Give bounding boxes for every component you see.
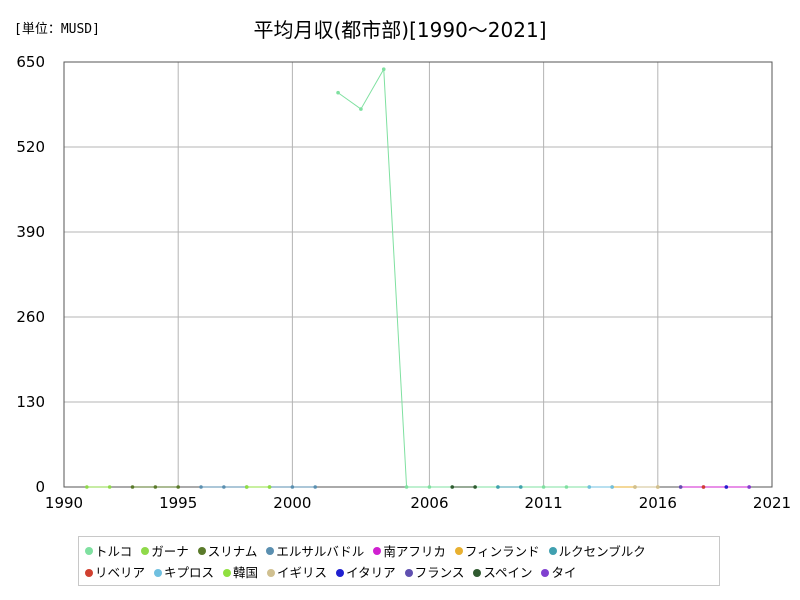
data-point-14	[450, 485, 455, 489]
legend-item: ルクセンブルク	[548, 541, 646, 562]
legend-label: 南アフリカ	[383, 543, 446, 559]
data-point-7	[518, 485, 523, 489]
line-chart: 1990 1995 2000 2006 2011 2016 2021 0 130 260 390 52…	[16, 53, 791, 512]
legend-item: 南アフリカ	[373, 541, 446, 562]
data-point-1	[381, 67, 386, 71]
legend-label: ガーナ	[151, 543, 189, 559]
data-point-7	[496, 485, 500, 489]
legend-item: スリナム	[197, 541, 258, 562]
legend-item: フィンランド	[454, 541, 540, 562]
legend-marker-icon	[197, 547, 206, 555]
data-point-9	[610, 485, 614, 489]
data-point-1	[404, 485, 409, 489]
legend-item: エルサルバドル	[266, 541, 364, 562]
legend-marker-icon	[454, 547, 463, 555]
x-tick-label: 2006	[410, 494, 448, 512]
x-tick-label: 2000	[273, 494, 311, 512]
data-point-10	[267, 485, 272, 489]
data-point-8	[701, 485, 706, 489]
legend-marker-icon	[404, 568, 413, 577]
data-point-9	[587, 485, 592, 489]
legend-item: キプロス	[154, 562, 214, 583]
data-point-1	[427, 485, 432, 489]
legend-marker-icon	[266, 547, 275, 555]
legend-label: リベリア	[95, 565, 146, 580]
legend-label: イタリア	[346, 565, 396, 580]
x-tick-label: 2016	[639, 494, 677, 512]
legend: トルコ ガーナ スリナム エルサルバドル 南アフリカ フィンランド ルクセンブルクリベリア キ…	[78, 536, 720, 586]
data-point-4	[313, 485, 318, 489]
data-point-1	[564, 485, 569, 489]
data-point-3	[130, 485, 135, 489]
legend-marker-icon	[548, 547, 557, 555]
data-point-11	[633, 485, 637, 489]
data-point-12	[724, 485, 729, 489]
plot-area	[64, 62, 772, 487]
data-point-14	[473, 485, 477, 489]
data-point-2	[107, 485, 112, 489]
legend-marker-icon	[85, 547, 93, 555]
legend-label: トルコ	[95, 543, 133, 559]
unit-label: [単位：MUSD]	[14, 22, 100, 37]
x-tick-label: 1990	[45, 494, 83, 512]
data-point-1	[359, 107, 363, 111]
x-tick-label: 1995	[159, 494, 197, 512]
legend-label: エルサルバドル	[276, 543, 365, 559]
legend-label: タイ	[551, 565, 577, 580]
legend-marker-icon	[154, 568, 163, 577]
legend-marker-icon	[85, 568, 93, 577]
x-tick-label: 2021	[753, 494, 791, 512]
data-point-10	[244, 485, 249, 489]
chart-title: 平均月収(都市部)[1990～2021]	[253, 18, 547, 42]
y-tick-label: 130	[16, 393, 45, 411]
data-point-4	[222, 485, 226, 489]
data-point-1	[541, 485, 546, 489]
legend-marker-icon	[223, 568, 232, 577]
legend-marker-icon	[267, 568, 276, 577]
legend-marker-icon	[141, 547, 150, 555]
legend-item: リベリア	[85, 562, 145, 583]
legend-item: イギリス	[267, 562, 327, 583]
data-point-3	[153, 485, 158, 489]
legend-label: フィンランド	[464, 543, 540, 559]
legend-label: フランス	[414, 565, 465, 580]
y-tick-label: 390	[16, 223, 45, 241]
data-point-4	[199, 485, 203, 489]
legend-item: フランス	[404, 562, 465, 583]
y-tick-label: 0	[35, 478, 45, 496]
legend-item: タイ	[541, 562, 577, 583]
legend-item: トルコ	[85, 541, 132, 562]
data-point-13	[678, 485, 683, 489]
legend-label: イギリス	[277, 565, 328, 580]
y-tick-label: 520	[16, 138, 45, 156]
data-point-3	[176, 485, 180, 489]
legend-label: 韓国	[233, 565, 259, 580]
y-tick-label: 260	[16, 308, 45, 326]
data-point-11	[656, 485, 660, 489]
data-point-2	[85, 485, 89, 489]
legend-marker-icon	[473, 568, 482, 577]
x-tick-label: 2011	[525, 494, 563, 512]
legend-item: ガーナ	[141, 541, 189, 562]
legend-item: 韓国	[223, 562, 258, 583]
legend-label: キプロス	[164, 565, 215, 580]
legend-label: ルクセンブルク	[558, 543, 646, 559]
data-point-4	[290, 485, 295, 489]
legend-label: スリナム	[207, 543, 258, 559]
legend-label: スペイン	[483, 565, 533, 580]
legend-marker-icon	[541, 568, 550, 577]
y-tick-label: 650	[16, 53, 45, 71]
data-point-1	[336, 90, 340, 95]
legend-marker-icon	[373, 547, 382, 555]
legend-item: スペイン	[473, 562, 532, 583]
legend-item: イタリア	[336, 562, 396, 583]
legend-marker-icon	[336, 568, 345, 577]
data-point-15	[747, 485, 751, 489]
